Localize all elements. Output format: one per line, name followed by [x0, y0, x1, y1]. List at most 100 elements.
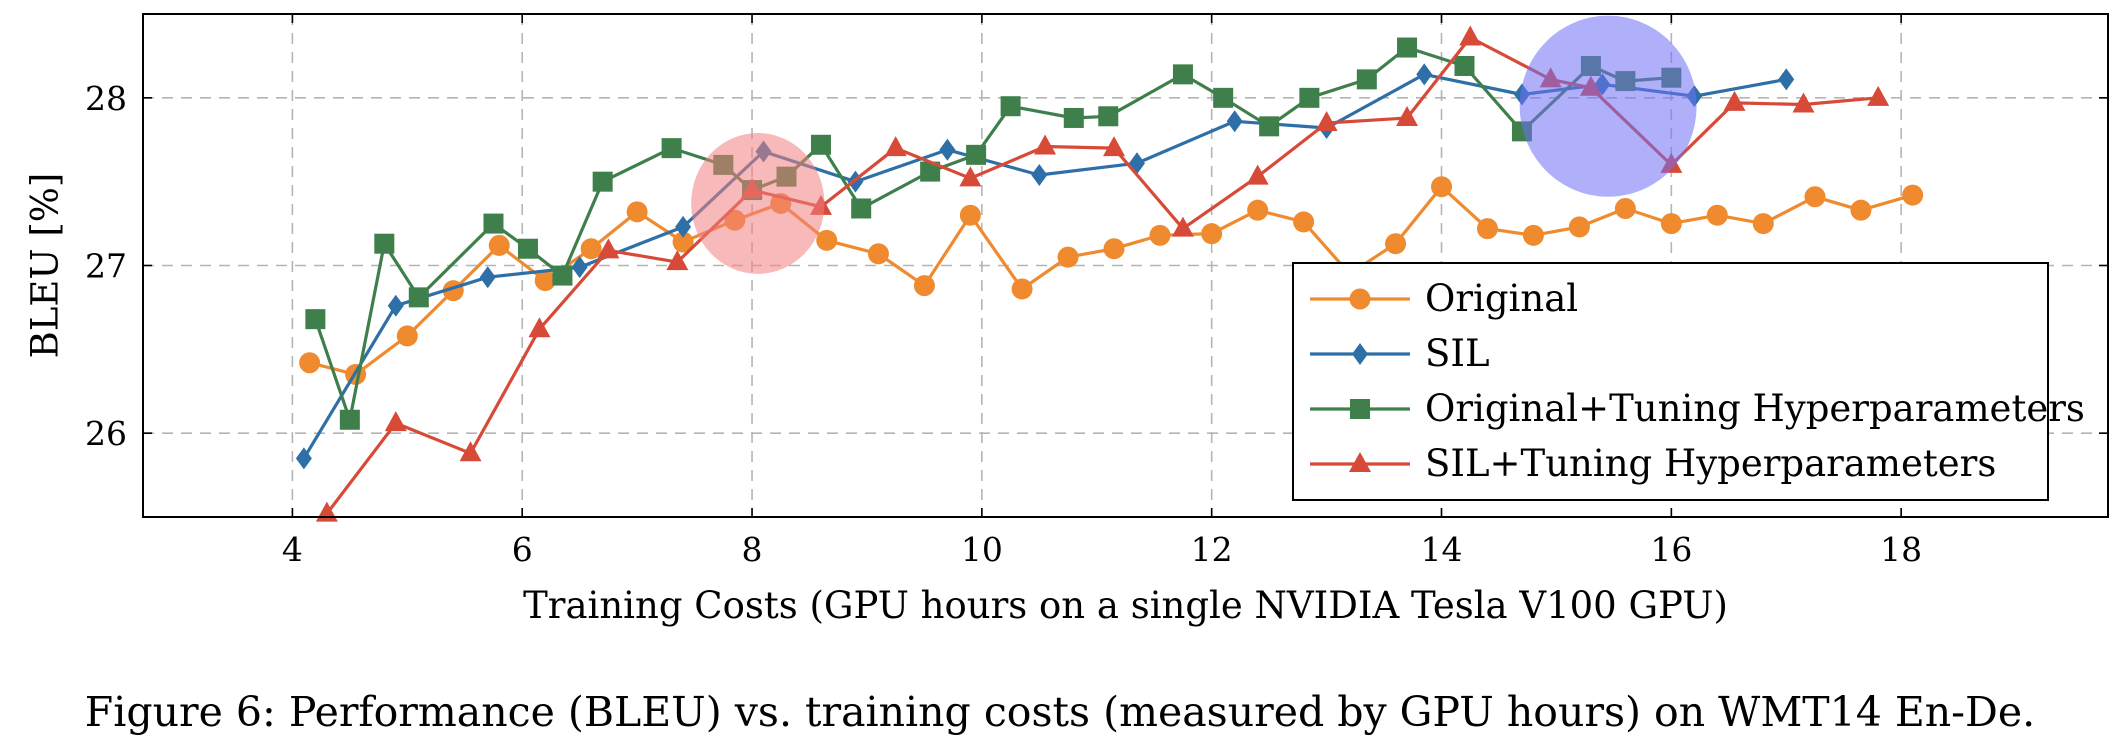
data-point	[1315, 110, 1338, 131]
data-point	[1459, 25, 1482, 46]
data-point	[534, 270, 556, 292]
data-point	[1031, 163, 1048, 186]
data-point	[851, 198, 872, 219]
legend-marker	[1349, 452, 1371, 472]
data-point	[459, 441, 482, 462]
data-point	[913, 275, 935, 297]
data-point	[666, 250, 689, 271]
data-point	[675, 215, 692, 238]
data-point	[1397, 37, 1418, 58]
legend-marker	[1352, 343, 1368, 365]
x-tick-label: 6	[512, 530, 533, 569]
legend-item: SIL	[1310, 332, 1490, 375]
data-point	[1902, 184, 1924, 206]
legend-item: Original	[1310, 277, 1578, 320]
data-point	[1723, 90, 1746, 111]
data-point	[1792, 92, 1815, 113]
data-point	[1172, 64, 1193, 85]
data-point	[552, 265, 573, 286]
legend-label: Original	[1425, 277, 1578, 320]
data-point	[1171, 216, 1194, 237]
legend: Original SIL Original+Tuning Hyperparamete…	[1292, 262, 2085, 501]
data-point	[816, 229, 838, 251]
data-point	[387, 294, 404, 317]
data-point	[384, 411, 407, 432]
legend-label: SIL	[1425, 332, 1490, 375]
data-point	[1850, 199, 1872, 221]
legend-label: Original+Tuning Hyperparameters	[1425, 387, 2085, 430]
data-point	[1568, 216, 1590, 238]
data-point	[1778, 68, 1795, 91]
data-point	[580, 238, 602, 260]
legend-item: SIL+Tuning Hyperparameters	[1310, 442, 1996, 485]
data-point	[959, 204, 981, 226]
data-point	[1416, 63, 1433, 86]
data-point	[396, 325, 418, 347]
data-point	[1299, 87, 1320, 108]
x-tick-label: 18	[1880, 530, 1922, 569]
legend-marker	[1350, 399, 1370, 419]
data-point	[672, 231, 694, 253]
data-point	[1522, 224, 1544, 246]
data-point	[408, 287, 429, 308]
highlight-ellipse	[691, 133, 825, 274]
y-tick-label: 27	[85, 247, 127, 286]
x-tick-label: 14	[1421, 530, 1463, 569]
data-point	[1098, 106, 1119, 127]
data-point	[571, 256, 588, 279]
data-point	[810, 134, 831, 155]
figure-caption: Figure 6: Performance (BLEU) vs. trainin…	[84, 688, 2036, 736]
data-point	[1293, 211, 1315, 233]
data-point	[597, 238, 620, 259]
data-point	[1063, 107, 1084, 128]
data-point	[884, 136, 907, 157]
data-point	[1356, 69, 1377, 90]
series-layer	[295, 15, 1924, 522]
x-tick-label: 8	[742, 530, 763, 569]
data-point	[1476, 218, 1498, 240]
data-point	[1213, 87, 1234, 108]
data-point	[1660, 213, 1682, 235]
data-point	[1259, 116, 1280, 137]
data-point	[1128, 152, 1145, 175]
y-tick-label: 26	[85, 414, 127, 453]
data-point	[959, 166, 982, 187]
data-point	[1103, 238, 1125, 260]
data-point	[305, 309, 326, 330]
data-point	[1011, 278, 1033, 300]
data-point	[1103, 136, 1126, 157]
data-point	[661, 138, 682, 159]
x-tick-label: 12	[1191, 530, 1233, 569]
data-point	[1149, 224, 1171, 246]
data-point	[1247, 199, 1269, 221]
data-point	[339, 409, 360, 430]
data-point	[1385, 233, 1407, 255]
legend-marker	[1349, 288, 1371, 310]
data-point	[1201, 223, 1223, 245]
data-point	[1000, 96, 1021, 117]
data-point	[1057, 246, 1079, 268]
data-point	[374, 233, 395, 254]
data-point	[483, 213, 504, 234]
data-point	[1804, 186, 1826, 208]
data-point	[1396, 105, 1419, 126]
x-tick-label: 4	[282, 530, 303, 569]
data-point	[517, 238, 538, 259]
data-point	[295, 447, 312, 470]
data-point	[626, 201, 648, 223]
data-point	[867, 243, 889, 265]
legend-label: SIL+Tuning Hyperparameters	[1425, 442, 1996, 485]
data-point	[939, 138, 956, 161]
data-point	[479, 266, 496, 289]
data-point	[966, 144, 987, 165]
x-tick-label: 16	[1650, 530, 1692, 569]
data-point	[1867, 85, 1890, 106]
tick-marks	[143, 14, 2108, 517]
data-point	[592, 171, 613, 192]
data-point	[1752, 213, 1774, 235]
data-point	[1034, 134, 1057, 155]
data-point	[1226, 110, 1243, 133]
data-point	[1614, 197, 1636, 219]
data-point	[1246, 164, 1269, 185]
data-point	[528, 317, 551, 338]
